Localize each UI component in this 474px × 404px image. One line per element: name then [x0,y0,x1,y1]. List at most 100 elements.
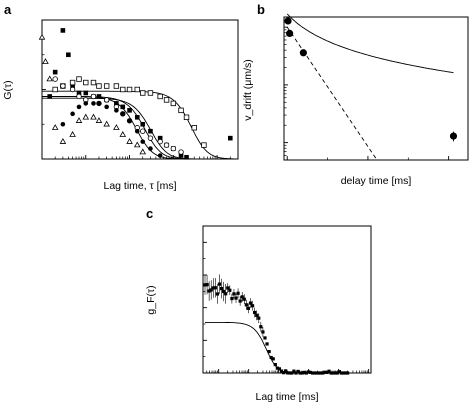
data-point-a [163,142,170,148]
data-point-c [343,371,348,375]
panel-label-c: c [146,206,153,221]
fit-curve-c [205,321,369,374]
data-point-a [140,139,146,144]
data-point-a [140,128,146,134]
plot-frame-c [202,225,372,374]
data-point-a [114,101,119,106]
data-points-a [38,28,233,160]
data-point-c [281,371,286,375]
chart-panel-b: delay time [ms] v_drift (μm/s) [242,13,469,187]
data-point-c [244,303,248,307]
data-point-a [227,135,233,141]
data-point-a [75,117,83,123]
fit-curve-b [286,13,454,74]
data-point-a [70,83,75,89]
data-point-a [91,101,96,106]
data-point-a [148,146,153,151]
data-point-a [70,111,75,117]
data-point-a [104,104,109,110]
data-point-a [140,121,146,127]
data-point-c [263,336,267,340]
data-point-a [178,153,184,158]
data-point-a [157,135,163,141]
fit-line-a [42,97,238,160]
data-point-a [183,114,190,120]
data-point-a [157,138,163,145]
data-point-a [126,86,133,93]
data-point-a [119,131,127,137]
data-point-a [96,83,102,89]
data-point-c [261,330,265,334]
data-point-a [103,83,110,89]
data-points-c [203,274,350,375]
data-point-a [95,117,103,123]
data-point-a [82,113,90,120]
data-point-a [83,101,89,106]
data-point-a [52,69,58,75]
data-point-a [163,97,170,103]
data-point-a [157,93,163,100]
data-point-a [148,128,153,134]
data-point-c [275,366,279,370]
data-point-a [114,108,119,113]
fit-line-a [42,96,238,160]
data-point-c [288,371,292,375]
data-point-a [157,153,163,158]
data-point-a [96,94,102,99]
data-point-c [308,370,313,374]
data-point-c [310,371,315,375]
data-point-c [253,310,257,315]
data-point-a [60,28,66,33]
data-point-a [170,100,177,107]
data-point-a [76,90,82,96]
data-point-c [230,296,234,301]
data-point-a [201,142,207,148]
data-point-b [284,17,292,25]
data-point-a [52,86,58,93]
data-point-a [120,104,126,110]
data-point-c [298,371,302,375]
data-point-a [59,138,67,144]
data-point-c [232,292,236,296]
fit-curves-a [42,90,238,160]
data-point-c [341,371,346,375]
data-point-a [120,86,126,93]
data-point-a [66,52,71,58]
data-point-c [294,371,298,375]
data-point-a [127,108,132,113]
data-point-c [222,289,226,294]
data-point-c [257,316,261,320]
data-point-c [205,283,209,287]
data-point-c [211,286,215,290]
data-point-a [69,131,76,137]
data-point-c [213,286,217,290]
data-point-b [449,132,458,140]
data-points-b [284,17,458,142]
data-point-a [103,120,110,127]
data-point-a [127,118,132,124]
data-point-c [337,370,341,374]
data-point-a [147,135,154,141]
data-point-c [207,289,211,293]
data-point-a [38,33,46,40]
data-point-c [312,371,317,375]
data-point-c [323,370,327,374]
axis-ticks-a [41,19,239,160]
fit-lines-b [286,13,454,161]
data-point-c [327,369,331,373]
data-point-a [147,90,154,96]
data-point-c [296,369,300,374]
data-point-a [90,93,97,100]
data-point-a [42,58,49,64]
data-point-c [284,369,288,373]
data-point-a [60,121,66,127]
data-point-a [51,124,59,130]
panel-label-b: b [257,2,265,17]
chart-panel-c: Lag time [ms] g_F(τ) [145,225,372,403]
data-point-a [134,86,140,93]
data-point-b [286,29,294,37]
data-point-c [228,288,232,292]
data-point-c [234,296,238,300]
data-point-c [269,355,273,360]
data-point-a [90,113,97,120]
